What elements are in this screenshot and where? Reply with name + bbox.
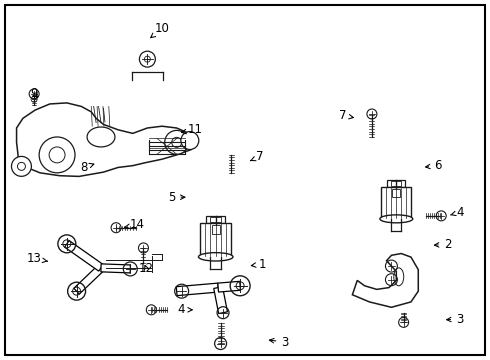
Bar	[200, 223, 231, 257]
Text: 7: 7	[250, 150, 264, 163]
Bar	[206, 216, 225, 223]
Text: 2: 2	[435, 238, 451, 251]
Text: 1: 1	[251, 258, 266, 271]
Ellipse shape	[380, 215, 413, 223]
Text: 9: 9	[30, 87, 38, 100]
Bar	[392, 189, 400, 197]
Polygon shape	[17, 103, 194, 176]
Text: 13: 13	[26, 252, 47, 265]
Text: 3: 3	[446, 312, 464, 326]
Text: 10: 10	[151, 22, 170, 38]
Polygon shape	[65, 240, 103, 271]
Polygon shape	[352, 253, 418, 307]
Bar	[212, 225, 220, 234]
Polygon shape	[176, 283, 219, 296]
Text: 14: 14	[124, 218, 145, 231]
Text: 8: 8	[80, 161, 94, 174]
Bar	[392, 181, 401, 186]
Circle shape	[11, 156, 31, 176]
Polygon shape	[214, 287, 227, 314]
Text: 6: 6	[426, 159, 441, 172]
Bar	[211, 217, 221, 222]
Text: 11: 11	[182, 123, 203, 136]
Text: 5: 5	[168, 191, 185, 204]
Polygon shape	[74, 265, 104, 294]
Polygon shape	[218, 281, 241, 292]
Ellipse shape	[87, 127, 115, 147]
Text: 3: 3	[270, 336, 289, 348]
Bar	[381, 187, 411, 219]
Circle shape	[39, 137, 75, 173]
Text: 7: 7	[339, 109, 353, 122]
Circle shape	[165, 130, 189, 154]
Text: 4: 4	[178, 303, 192, 316]
Circle shape	[181, 132, 199, 149]
Bar	[388, 180, 405, 187]
Polygon shape	[101, 264, 130, 273]
Text: 4: 4	[450, 206, 464, 219]
Text: 12: 12	[139, 262, 154, 275]
Ellipse shape	[198, 253, 233, 261]
